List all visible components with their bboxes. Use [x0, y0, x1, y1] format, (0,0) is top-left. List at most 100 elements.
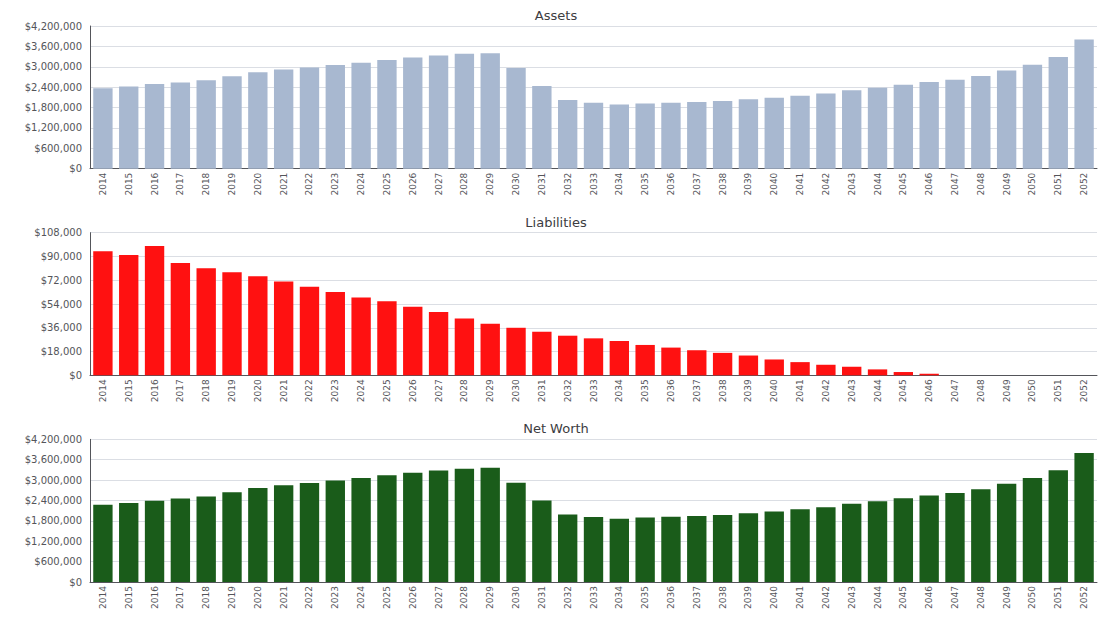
svg-text:2019: 2019	[227, 172, 237, 195]
svg-text:2021: 2021	[279, 173, 289, 196]
svg-text:2014: 2014	[98, 586, 108, 609]
svg-text:2040: 2040	[769, 586, 779, 609]
svg-text:2045: 2045	[898, 173, 908, 196]
svg-text:2048: 2048	[976, 172, 986, 195]
svg-text:2047: 2047	[950, 379, 960, 402]
svg-text:2024: 2024	[356, 379, 366, 402]
svg-text:$0: $0	[69, 163, 82, 174]
svg-text:2050: 2050	[1027, 586, 1037, 609]
svg-text:2046: 2046	[924, 379, 934, 402]
svg-text:2031: 2031	[537, 173, 547, 196]
svg-text:2017: 2017	[175, 586, 185, 609]
svg-text:2040: 2040	[769, 172, 779, 195]
svg-text:2015: 2015	[124, 173, 134, 196]
svg-text:$3,600,000: $3,600,000	[25, 454, 82, 465]
svg-text:2026: 2026	[408, 379, 418, 402]
svg-text:2020: 2020	[253, 586, 263, 609]
svg-text:$1,200,000: $1,200,000	[25, 536, 82, 547]
svg-text:2018: 2018	[201, 172, 211, 195]
svg-text:2017: 2017	[175, 379, 185, 402]
svg-text:$3,000,000: $3,000,000	[25, 475, 82, 486]
svg-text:2029: 2029	[485, 379, 495, 402]
svg-text:2037: 2037	[692, 586, 702, 609]
svg-text:2041: 2041	[795, 379, 805, 402]
svg-text:2033: 2033	[589, 586, 599, 609]
svg-text:$18,000: $18,000	[41, 346, 82, 357]
svg-text:2015: 2015	[124, 379, 134, 402]
svg-text:2038: 2038	[718, 379, 728, 402]
svg-text:2049: 2049	[1002, 586, 1012, 609]
svg-text:2018: 2018	[201, 379, 211, 402]
svg-text:$1,800,000: $1,800,000	[25, 515, 82, 526]
svg-text:2035: 2035	[640, 379, 650, 402]
svg-text:2038: 2038	[718, 172, 728, 195]
svg-text:2051: 2051	[1053, 586, 1063, 609]
svg-text:2044: 2044	[873, 379, 883, 402]
svg-text:2051: 2051	[1053, 173, 1063, 196]
svg-text:2022: 2022	[304, 586, 314, 609]
svg-text:2026: 2026	[408, 586, 418, 609]
svg-text:2037: 2037	[692, 173, 702, 196]
svg-text:$0: $0	[69, 577, 82, 588]
svg-text:2028: 2028	[459, 172, 469, 195]
svg-text:2025: 2025	[382, 173, 392, 196]
svg-text:2022: 2022	[304, 173, 314, 196]
svg-text:2016: 2016	[150, 379, 160, 402]
svg-text:2019: 2019	[227, 379, 237, 402]
svg-text:2028: 2028	[459, 586, 469, 609]
svg-text:2035: 2035	[640, 586, 650, 609]
svg-text:2040: 2040	[769, 379, 779, 402]
svg-text:2027: 2027	[434, 379, 444, 402]
svg-text:$4,200,000: $4,200,000	[25, 21, 82, 32]
svg-text:$108,000: $108,000	[34, 227, 82, 238]
svg-text:2044: 2044	[873, 586, 883, 609]
svg-text:$90,000: $90,000	[41, 251, 82, 262]
svg-text:$0: $0	[69, 370, 82, 381]
svg-text:2027: 2027	[434, 173, 444, 196]
svg-text:2014: 2014	[98, 172, 108, 195]
svg-text:Assets: Assets	[535, 8, 578, 23]
svg-text:2043: 2043	[847, 586, 857, 609]
svg-text:$1,800,000: $1,800,000	[25, 102, 82, 113]
svg-text:2031: 2031	[537, 586, 547, 609]
svg-text:2039: 2039	[743, 379, 753, 402]
svg-text:2034: 2034	[614, 172, 624, 195]
svg-text:2041: 2041	[795, 586, 805, 609]
svg-text:Liabilities: Liabilities	[525, 215, 587, 230]
svg-text:2017: 2017	[175, 173, 185, 196]
svg-text:2030: 2030	[511, 172, 521, 195]
svg-text:2033: 2033	[589, 173, 599, 196]
svg-text:2047: 2047	[950, 586, 960, 609]
svg-text:2048: 2048	[976, 379, 986, 402]
svg-text:2023: 2023	[330, 586, 340, 609]
svg-text:2024: 2024	[356, 586, 366, 609]
svg-text:2043: 2043	[847, 173, 857, 196]
svg-text:$54,000: $54,000	[41, 299, 82, 310]
svg-text:2042: 2042	[821, 379, 831, 402]
svg-text:2014: 2014	[98, 379, 108, 402]
svg-text:2019: 2019	[227, 586, 237, 609]
svg-text:2030: 2030	[511, 379, 521, 402]
svg-text:$4,200,000: $4,200,000	[25, 434, 82, 445]
svg-text:$1,200,000: $1,200,000	[25, 122, 82, 133]
svg-text:$72,000: $72,000	[41, 275, 82, 286]
svg-text:2051: 2051	[1053, 379, 1063, 402]
svg-text:2016: 2016	[150, 586, 160, 609]
svg-text:2023: 2023	[330, 379, 340, 402]
svg-text:$2,400,000: $2,400,000	[25, 82, 82, 93]
svg-text:2052: 2052	[1079, 586, 1089, 609]
svg-text:2025: 2025	[382, 586, 392, 609]
svg-text:2048: 2048	[976, 586, 986, 609]
svg-text:2047: 2047	[950, 173, 960, 196]
svg-text:2029: 2029	[485, 586, 495, 609]
svg-text:2034: 2034	[614, 379, 624, 402]
svg-text:2026: 2026	[408, 172, 418, 195]
svg-text:2031: 2031	[537, 379, 547, 402]
svg-text:2049: 2049	[1002, 172, 1012, 195]
svg-text:2041: 2041	[795, 173, 805, 196]
svg-text:Net Worth: Net Worth	[523, 421, 589, 436]
svg-text:$2,400,000: $2,400,000	[25, 495, 82, 506]
svg-text:$36,000: $36,000	[41, 322, 82, 333]
svg-text:2035: 2035	[640, 173, 650, 196]
svg-text:2043: 2043	[847, 379, 857, 402]
